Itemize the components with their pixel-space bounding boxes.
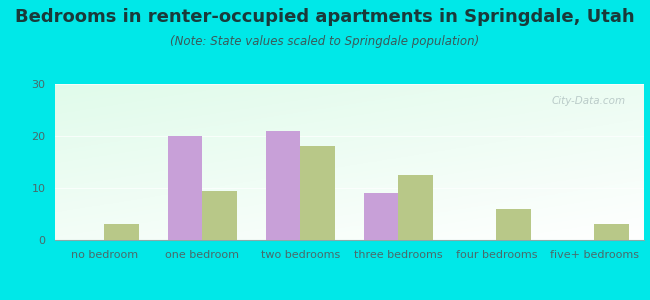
Bar <box>266 131 300 240</box>
Bar <box>300 146 335 240</box>
Text: (Note: State values scaled to Springdale population): (Note: State values scaled to Springdale… <box>170 34 480 47</box>
Text: Bedrooms in renter-occupied apartments in Springdale, Utah: Bedrooms in renter-occupied apartments i… <box>15 8 635 26</box>
Bar <box>364 193 398 240</box>
Bar <box>497 209 531 240</box>
Bar <box>595 224 629 240</box>
Bar <box>202 190 237 240</box>
Bar <box>104 224 138 240</box>
Text: City-Data.com: City-Data.com <box>552 97 626 106</box>
Bar <box>168 136 202 240</box>
Bar <box>398 175 433 240</box>
